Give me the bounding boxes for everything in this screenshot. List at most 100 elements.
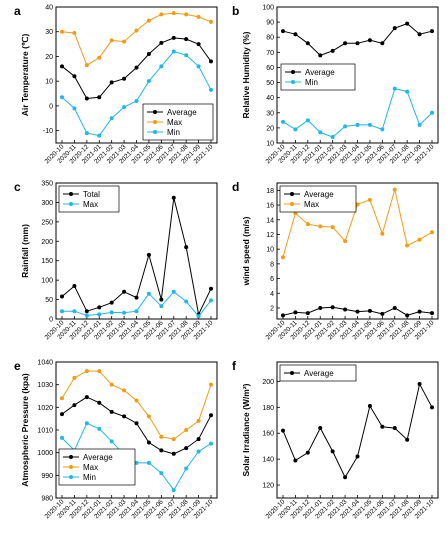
series-line-average bbox=[282, 382, 433, 479]
data-point-average bbox=[84, 96, 89, 101]
data-point-min bbox=[209, 87, 213, 92]
data-point-average bbox=[60, 64, 64, 69]
data-point-max bbox=[184, 12, 189, 17]
data-point-min bbox=[109, 116, 114, 121]
legend-label: Min bbox=[83, 473, 96, 482]
data-point-min bbox=[196, 449, 201, 454]
legend-label: Min bbox=[167, 128, 180, 137]
legend-marker bbox=[153, 120, 157, 124]
data-point-max bbox=[430, 230, 434, 235]
data-point-total bbox=[134, 295, 139, 300]
data-point-min bbox=[122, 105, 127, 110]
data-point-average bbox=[184, 37, 189, 42]
panel-label: b bbox=[232, 4, 239, 18]
data-point-average bbox=[109, 80, 114, 85]
data-point-min bbox=[281, 119, 285, 124]
data-point-average bbox=[134, 65, 139, 70]
data-point-average bbox=[209, 59, 213, 64]
data-point-average bbox=[343, 41, 348, 46]
data-point-max bbox=[171, 11, 176, 16]
y-tick-label: 1040 bbox=[37, 360, 53, 367]
data-point-average bbox=[122, 76, 127, 81]
data-point-average bbox=[305, 450, 310, 455]
data-point-max bbox=[159, 434, 164, 439]
y-tick-label: 70 bbox=[266, 50, 274, 57]
data-point-max bbox=[134, 28, 139, 33]
data-point-average bbox=[330, 305, 335, 310]
data-point-max bbox=[122, 39, 127, 44]
y-tick-label: 30 bbox=[266, 110, 274, 117]
y-tick-label: 990 bbox=[41, 473, 53, 480]
data-point-min bbox=[196, 64, 201, 69]
y-tick-label: 40 bbox=[45, 5, 53, 12]
data-point-max bbox=[355, 202, 360, 207]
y-tick-label: 140 bbox=[262, 457, 274, 464]
data-point-average bbox=[97, 95, 102, 100]
data-point-average bbox=[305, 41, 310, 46]
data-point-max bbox=[305, 222, 310, 227]
legend-marker bbox=[69, 475, 73, 479]
legend-marker bbox=[290, 202, 294, 206]
data-point-average bbox=[209, 413, 213, 418]
y-tick-label: 8 bbox=[270, 261, 274, 268]
y-axis-label: Atmospheric Pressure (kpa) bbox=[20, 373, 30, 487]
data-point-min bbox=[109, 439, 114, 444]
legend-label: Max bbox=[83, 200, 98, 209]
data-point-max bbox=[380, 231, 385, 236]
data-point-max bbox=[146, 18, 151, 23]
legend-marker bbox=[69, 455, 73, 459]
panel-label: a bbox=[14, 4, 21, 18]
chart-panel-d: d246810121416182020-102020-112020-122021… bbox=[232, 180, 439, 341]
legend-label: Min bbox=[305, 78, 318, 87]
data-point-max bbox=[367, 197, 372, 202]
legend-label: Average bbox=[305, 68, 335, 77]
data-point-average bbox=[417, 382, 422, 387]
data-point-max bbox=[122, 388, 127, 393]
y-tick-label: 20 bbox=[266, 125, 274, 132]
data-point-average bbox=[196, 437, 201, 442]
data-point-average bbox=[430, 311, 434, 316]
legend-marker bbox=[290, 371, 294, 375]
data-point-total bbox=[97, 305, 102, 310]
data-point-average bbox=[392, 26, 397, 31]
data-point-max bbox=[184, 299, 189, 304]
data-point-max bbox=[184, 428, 189, 432]
data-point-min bbox=[184, 53, 189, 58]
data-point-average bbox=[380, 311, 385, 316]
chart-panel-b: b1020304050607080901002020-102020-112020… bbox=[232, 4, 439, 165]
data-point-average bbox=[84, 395, 89, 400]
series-max bbox=[60, 369, 213, 442]
data-point-min bbox=[318, 130, 323, 135]
y-tick-label: 10 bbox=[45, 79, 53, 86]
data-point-total bbox=[122, 289, 127, 294]
data-point-total bbox=[171, 195, 176, 200]
series-min bbox=[60, 49, 213, 138]
data-point-max bbox=[343, 239, 348, 244]
y-tick-label: 150 bbox=[41, 258, 53, 265]
data-point-total bbox=[209, 286, 213, 291]
y-tick-label: -10 bbox=[43, 128, 53, 135]
y-tick-label: 14 bbox=[266, 217, 274, 224]
data-point-max bbox=[392, 187, 397, 192]
data-point-max bbox=[405, 243, 410, 248]
data-point-average bbox=[392, 426, 397, 431]
data-point-average bbox=[330, 449, 335, 454]
data-point-max bbox=[72, 30, 77, 35]
data-point-min bbox=[184, 466, 189, 471]
y-tick-label: 0 bbox=[49, 103, 53, 110]
data-point-min bbox=[146, 79, 151, 84]
data-point-average bbox=[281, 313, 285, 318]
data-point-max bbox=[109, 38, 114, 43]
y-tick-label: 1010 bbox=[37, 428, 53, 435]
series-line-average bbox=[282, 23, 433, 56]
series-line-min bbox=[282, 88, 433, 138]
y-tick-label: 40 bbox=[266, 95, 274, 102]
y-axis-label: Relative Humidity (%) bbox=[241, 31, 251, 118]
series-max bbox=[60, 289, 213, 319]
data-point-min bbox=[293, 127, 298, 132]
data-point-average bbox=[380, 424, 385, 429]
y-tick-label: 90 bbox=[266, 20, 274, 27]
data-point-total bbox=[84, 309, 89, 314]
